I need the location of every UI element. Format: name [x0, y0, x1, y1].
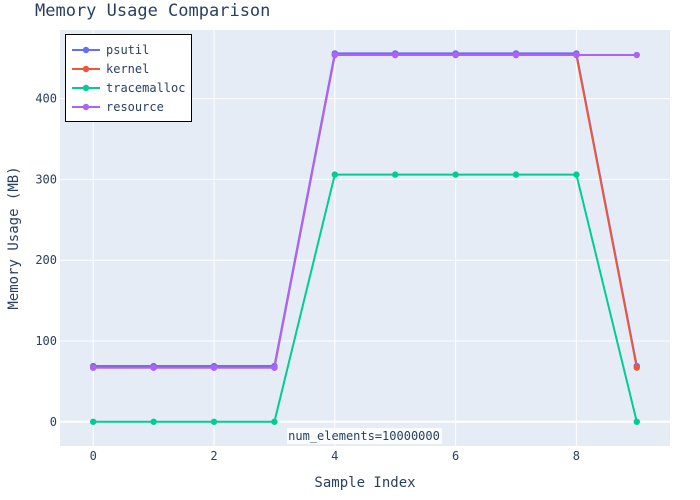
data-point-tracemalloc: [452, 171, 459, 178]
y-tick-label: 100: [35, 334, 57, 348]
legend-label: resource: [106, 100, 164, 114]
data-point-resource: [90, 364, 97, 371]
grid-lines: [60, 30, 670, 446]
y-tick-label: 200: [35, 253, 57, 267]
data-point-tracemalloc: [90, 418, 97, 425]
x-tick-label: 2: [210, 449, 217, 463]
data-point-tracemalloc: [210, 418, 218, 425]
series-lines: [90, 50, 640, 425]
x-tick-label: 8: [573, 449, 580, 463]
data-point-kernel: [633, 364, 640, 371]
x-tick-label: 6: [452, 449, 459, 463]
legend-label: tracemalloc: [106, 81, 185, 95]
legend-label: kernel: [106, 62, 149, 76]
series-line-resource: [93, 54, 637, 369]
legend-item-psutil: psutil: [72, 43, 149, 57]
legend-item-tracemalloc: tracemalloc: [72, 81, 185, 95]
chart-title: Memory Usage Comparison: [35, 1, 270, 21]
data-point-tracemalloc: [573, 171, 580, 178]
series-line-psutil: [93, 52, 638, 368]
data-point-resource: [512, 51, 520, 59]
legend-item-resource: resource: [72, 100, 164, 114]
x-tick-label: 4: [331, 449, 338, 463]
y-axis-title: Memory Usage (MB): [6, 166, 22, 309]
annotation-text: num_elements=10000000: [288, 429, 440, 443]
annotation: num_elements=10000000: [287, 428, 442, 444]
data-point-resource: [271, 364, 278, 371]
data-point-resource: [633, 51, 640, 59]
x-tick-label: 0: [90, 449, 97, 463]
y-tick-label: 0: [50, 415, 57, 429]
series-line-tracemalloc: [93, 173, 638, 423]
data-point-resource: [150, 364, 157, 371]
y-tick-label: 300: [35, 172, 57, 186]
data-point-resource: [391, 51, 399, 59]
data-point-tracemalloc: [331, 171, 339, 178]
legend-swatch-marker: [82, 103, 90, 111]
legend-swatch-marker: [82, 84, 90, 92]
legend-swatch-marker: [82, 46, 90, 54]
x-axis-title: Sample Index: [314, 475, 415, 491]
tick-labels: 0 2 4 6 8 0 100 200 300 400: [35, 92, 580, 463]
data-point-tracemalloc: [512, 171, 520, 178]
data-point-tracemalloc: [391, 171, 399, 178]
legend-swatch-marker: [82, 65, 90, 73]
data-point-resource: [573, 51, 580, 59]
data-point-resource: [210, 364, 218, 371]
legend-label: psutil: [106, 43, 149, 57]
data-point-tracemalloc: [271, 418, 278, 425]
series-tracemalloc: [90, 171, 640, 425]
data-point-tracemalloc: [633, 418, 640, 425]
data-point-tracemalloc: [150, 418, 157, 425]
data-point-resource: [331, 51, 339, 59]
legend: psutil kernel tracemalloc resource: [65, 34, 192, 122]
series-resource: [90, 51, 640, 371]
legend-item-kernel: kernel: [72, 62, 149, 76]
y-tick-label: 400: [35, 92, 57, 106]
annotation-background: [287, 428, 442, 444]
data-point-resource: [452, 51, 459, 59]
